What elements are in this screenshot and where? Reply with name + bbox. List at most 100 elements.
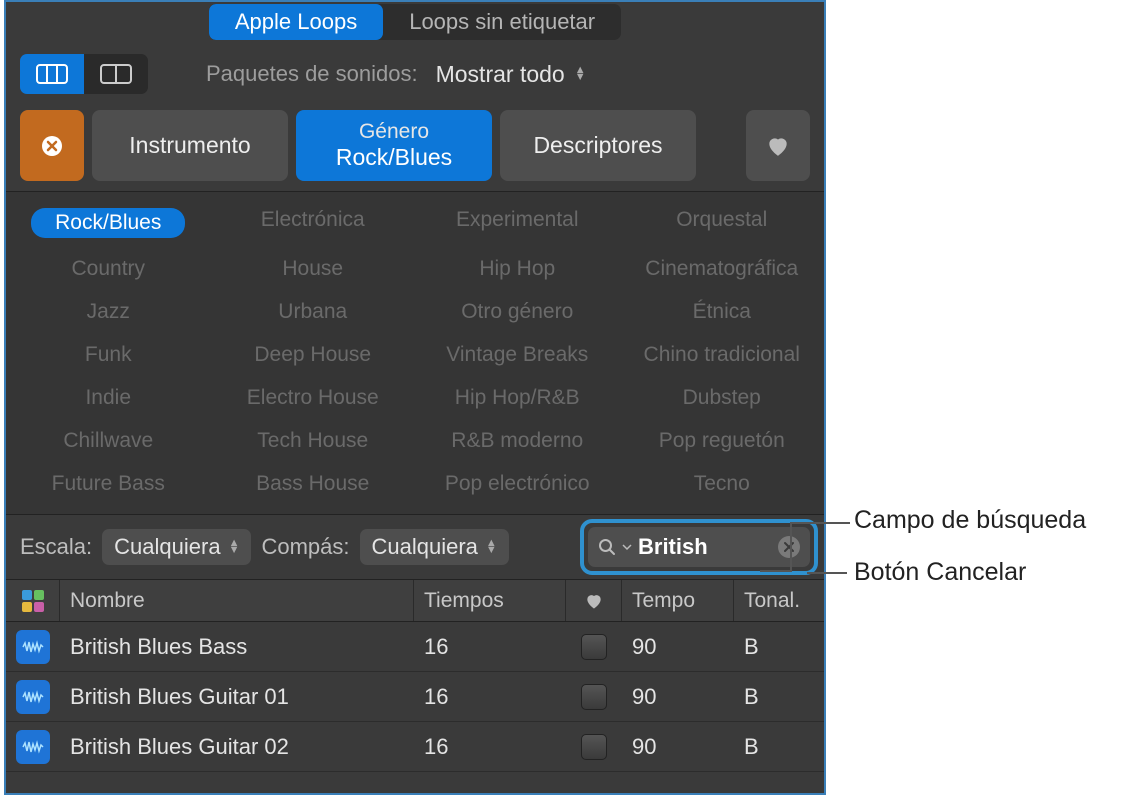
genre-tag[interactable]: Chino tradicional — [620, 339, 825, 371]
genre-tag[interactable]: Electro House — [211, 382, 416, 414]
genre-tag[interactable]: Vintage Breaks — [415, 339, 620, 371]
cell-times: 16 — [414, 684, 566, 710]
search-field[interactable] — [588, 527, 810, 567]
genre-tag[interactable]: Electrónica — [211, 204, 416, 242]
cell-tempo: 90 — [622, 734, 734, 760]
genre-tag[interactable]: Pop reguetón — [620, 425, 825, 457]
sound-packets-value: Mostrar todo — [436, 61, 565, 88]
genre-tag[interactable]: Chillwave — [6, 425, 211, 457]
cell-key: B — [734, 634, 824, 660]
favorite-checkbox[interactable] — [581, 684, 607, 710]
column-view-button[interactable] — [84, 54, 148, 94]
waveform-icon — [22, 640, 44, 654]
favorite-checkbox[interactable] — [581, 634, 607, 660]
genre-filter-value: Rock/Blues — [336, 144, 452, 171]
header-favorite[interactable] — [566, 580, 622, 621]
callout-connector — [807, 572, 847, 574]
heart-icon — [584, 591, 604, 611]
waveform-icon — [22, 690, 44, 704]
heart-icon — [765, 133, 791, 159]
genre-tag[interactable]: Dubstep — [620, 382, 825, 414]
updown-icon: ▲▼ — [229, 540, 240, 554]
genre-tag[interactable]: Tecno — [620, 468, 825, 500]
filter-button-row: Instrumento Género Rock/Blues Descriptor… — [6, 110, 824, 191]
genre-tag[interactable]: Deep House — [211, 339, 416, 371]
scale-value: Cualquiera — [114, 534, 220, 560]
genre-tag[interactable]: Hip Hop — [415, 253, 620, 285]
genre-tag[interactable]: Bass House — [211, 468, 416, 500]
callout-connector — [760, 570, 792, 572]
columns-2-icon — [100, 63, 132, 85]
tab-apple-loops[interactable]: Apple Loops — [209, 4, 383, 40]
genre-tag[interactable]: Country — [6, 253, 211, 285]
top-tab-bar: Apple Loops Loops sin etiquetar — [6, 2, 824, 48]
header-times[interactable]: Tiempos — [414, 580, 566, 621]
cell-times: 16 — [414, 734, 566, 760]
scale-dropdown[interactable]: Cualquiera ▲▼ — [102, 529, 251, 565]
search-input[interactable] — [638, 534, 758, 560]
signature-label: Compás: — [261, 534, 349, 560]
genre-filter-button[interactable]: Género Rock/Blues — [296, 110, 492, 181]
results-table-header: Nombre Tiempos Tempo Tonal. — [6, 580, 824, 622]
table-row[interactable]: British Blues Guitar 02 16 90 B — [6, 722, 824, 772]
table-row[interactable]: British Blues Guitar 01 16 90 B — [6, 672, 824, 722]
callout-cancel-button: Botón Cancelar — [854, 558, 1026, 587]
genre-tag[interactable]: Experimental — [415, 204, 620, 242]
cell-times: 16 — [414, 634, 566, 660]
grid-color-icon — [22, 590, 44, 612]
genre-tag[interactable]: Hip Hop/R&B — [415, 382, 620, 414]
descriptors-filter-label: Descriptores — [533, 132, 662, 159]
genre-tag[interactable]: Future Bass — [6, 468, 211, 500]
genre-tag[interactable]: Rock/Blues — [6, 204, 211, 242]
callout-connector — [790, 522, 792, 572]
table-row[interactable]: British Blues Bass 16 90 B — [6, 622, 824, 672]
genre-tag[interactable]: Otro género — [415, 296, 620, 328]
genre-tag[interactable]: R&B moderno — [415, 425, 620, 457]
genre-tag[interactable]: Indie — [6, 382, 211, 414]
cell-key: B — [734, 734, 824, 760]
tab-untagged-loops[interactable]: Loops sin etiquetar — [383, 4, 621, 40]
cell-key: B — [734, 684, 824, 710]
sound-packets-dropdown[interactable]: Mostrar todo ▲▼ — [436, 61, 586, 88]
waveform-icon — [22, 740, 44, 754]
scale-label: Escala: — [20, 534, 92, 560]
loop-type-icon — [16, 630, 50, 664]
results-table-body: British Blues Bass 16 90 B British Blues… — [6, 622, 824, 772]
clear-filters-button[interactable] — [20, 110, 84, 181]
search-clear-button[interactable] — [778, 536, 800, 558]
genre-tag[interactable]: Funk — [6, 339, 211, 371]
updown-icon: ▲▼ — [575, 67, 586, 81]
header-tempo[interactable]: Tempo — [622, 580, 734, 621]
cell-name: British Blues Bass — [60, 634, 414, 660]
genre-tag[interactable]: Étnica — [620, 296, 825, 328]
search-icon — [598, 538, 616, 556]
cell-tempo: 90 — [622, 684, 734, 710]
genre-tag[interactable]: Pop electrónico — [415, 468, 620, 500]
signature-value: Cualquiera — [372, 534, 478, 560]
genre-tag[interactable]: Orquestal — [620, 204, 825, 242]
genre-tag[interactable]: Tech House — [211, 425, 416, 457]
header-key[interactable]: Tonal. — [734, 580, 824, 621]
descriptors-filter-button[interactable]: Descriptores — [500, 110, 696, 181]
view-and-packets-row: Paquetes de sonidos: Mostrar todo ▲▼ — [6, 48, 824, 110]
favorites-filter-button[interactable] — [746, 110, 810, 181]
header-type-icon[interactable] — [6, 580, 60, 621]
cell-name: British Blues Guitar 02 — [60, 734, 414, 760]
favorite-checkbox[interactable] — [581, 734, 607, 760]
chevron-down-icon — [622, 542, 632, 552]
genre-tag[interactable]: Cinematográfica — [620, 253, 825, 285]
updown-icon: ▲▼ — [486, 540, 497, 554]
loop-type-icon — [16, 680, 50, 714]
genre-tag[interactable]: Jazz — [6, 296, 211, 328]
cell-name: British Blues Guitar 01 — [60, 684, 414, 710]
loop-browser-panel: Apple Loops Loops sin etiquetar Paquetes… — [4, 0, 826, 795]
sound-packets-label: Paquetes de sonidos: — [206, 61, 418, 87]
signature-dropdown[interactable]: Cualquiera ▲▼ — [360, 529, 509, 565]
genre-tag[interactable]: House — [211, 253, 416, 285]
header-name[interactable]: Nombre — [60, 580, 414, 621]
instrument-filter-button[interactable]: Instrumento — [92, 110, 288, 181]
cell-tempo: 90 — [622, 634, 734, 660]
search-wrapper — [588, 527, 810, 567]
genre-tag[interactable]: Urbana — [211, 296, 416, 328]
button-view-mode-1[interactable] — [20, 54, 84, 94]
